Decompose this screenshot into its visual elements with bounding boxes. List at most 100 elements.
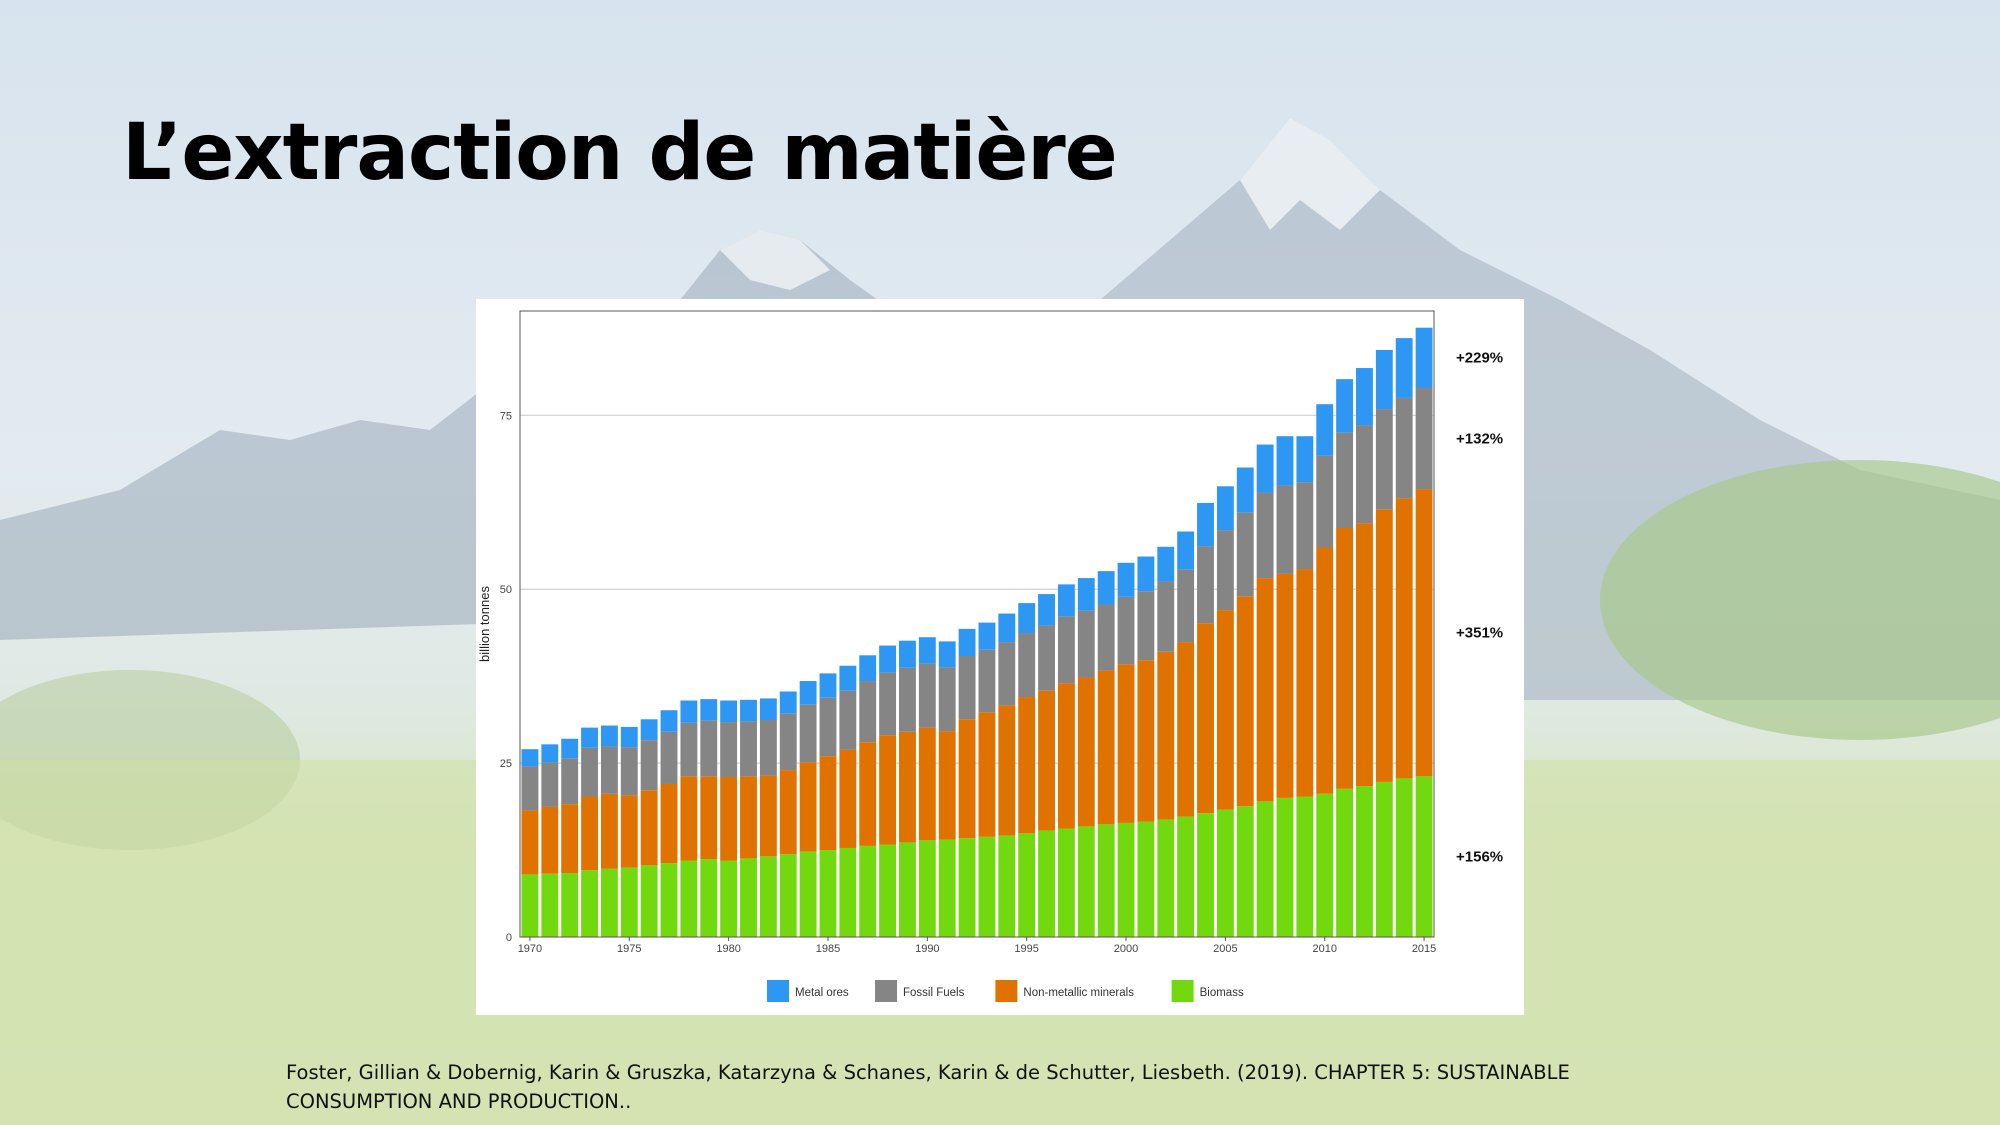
bar-biomass-1974 [600,868,618,937]
bar-non-metallic-minerals-1994 [998,705,1016,836]
bar-fossil-fuels-2002 [1157,581,1175,652]
chart-panel: 0 25 50 75 1970 1975 1980 1985 1990 1995 2000 2005 2… [476,299,1524,1015]
bar-non-metallic-minerals-2009 [1296,569,1314,797]
bar-biomass-1991 [938,839,956,937]
bar-fossil-fuels-1972 [561,758,579,805]
bar-fossil-fuels-2011 [1336,432,1354,529]
bar-metal-ores-2001 [1137,556,1155,592]
bar-biomass-2014 [1395,778,1413,937]
bar-fossil-fuels-1986 [839,690,857,750]
bar-metal-ores-1996 [1038,594,1055,626]
stacked-bar-chart: 0 25 50 75 1970 1975 1980 1985 1990 1995 2000 2005 2… [477,310,1503,1002]
bar-non-metallic-minerals-2010 [1316,547,1334,794]
bar-fossil-fuels-2000 [1117,596,1135,665]
bar-fossil-fuels-2007 [1256,492,1274,579]
bar-fossil-fuels-1973 [581,747,598,797]
bar-non-metallic-minerals-1971 [541,806,559,874]
bar-fossil-fuels-1985 [819,697,837,757]
bar-non-metallic-minerals-2002 [1157,651,1175,820]
bar-non-metallic-minerals-1974 [600,793,618,869]
legend-swatch-non-metallic-minerals [995,980,1018,1002]
bar-non-metallic-minerals-1973 [581,796,598,871]
bar-biomass-1984 [799,851,817,937]
bar-biomass-1980 [720,860,738,937]
bar-fossil-fuels-1992 [958,655,976,720]
x-tick-label-1985: 1985 [816,943,840,955]
plot-frame [519,310,1435,938]
bar-biomass-2012 [1356,786,1373,937]
bar-metal-ores-1986 [839,665,857,691]
bar-metal-ores-1975 [620,726,638,748]
bar-biomass-1989 [899,842,916,937]
legend-swatch-metal-ores [767,980,789,1002]
bar-fossil-fuels-2013 [1375,409,1393,510]
bar-metal-ores-2013 [1375,349,1393,410]
bar-metal-ores-1981 [740,699,757,722]
bar-non-metallic-minerals-2008 [1276,573,1294,798]
change-label-156: +156% [1456,849,1503,866]
legend-label-biomass: Biomass [1200,987,1244,999]
bar-non-metallic-minerals-1992 [958,719,976,839]
bar-metal-ores-1985 [819,673,837,698]
bar-metal-ores-2010 [1316,404,1334,456]
citation-line-1: Foster, Gillian & Dobernig, Karin & Grus… [286,1061,1570,1084]
bar-biomass-2002 [1157,819,1175,937]
bar-biomass-2007 [1256,801,1274,937]
bar-metal-ores-2003 [1177,531,1195,570]
bar-non-metallic-minerals-1985 [819,756,837,851]
y-axis-label: billion tonnes [477,586,492,662]
bar-fossil-fuels-2015 [1415,387,1433,490]
bar-biomass-2011 [1336,788,1354,937]
x-tick-label-1980: 1980 [716,943,740,955]
bar-fossil-fuels-1993 [978,649,996,713]
bar-biomass-1977 [660,863,678,937]
bar-metal-ores-2005 [1216,486,1234,531]
x-tick-label-1970: 1970 [518,943,542,955]
bar-metal-ores-1970 [521,749,539,767]
legend-swatch-biomass [1171,980,1194,1002]
bar-fossil-fuels-1988 [879,672,897,736]
bar-biomass-1995 [1018,833,1036,937]
bar-metal-ores-1992 [958,628,976,656]
bar-biomass-1973 [581,870,598,937]
bar-metal-ores-1991 [938,641,956,668]
bar-non-metallic-minerals-2005 [1216,610,1234,810]
y-tick-label-75: 75 [500,410,512,422]
bar-metal-ores-1984 [799,681,817,705]
bar-non-metallic-minerals-1972 [561,804,579,874]
bar-biomass-1988 [879,844,897,937]
bar-fossil-fuels-1974 [600,746,618,794]
bar-biomass-2015 [1415,776,1433,937]
bar-fossil-fuels-1998 [1077,610,1095,678]
bar-biomass-1979 [700,859,718,937]
bar-metal-ores-1994 [998,613,1016,643]
bar-metal-ores-1998 [1077,578,1095,611]
main-peak-snow [1240,118,1380,230]
bar-biomass-1972 [561,873,579,937]
bar-biomass-2006 [1236,806,1254,937]
bar-metal-ores-2011 [1336,379,1354,433]
bar-fossil-fuels-1975 [620,747,638,796]
bar-fossil-fuels-2008 [1276,485,1294,574]
bar-biomass-1993 [978,836,996,937]
x-tick-label-1990: 1990 [915,943,939,955]
bar-fossil-fuels-1970 [521,766,539,811]
bar-metal-ores-1982 [759,698,777,720]
bar-biomass-1982 [759,856,777,937]
bar-fossil-fuels-1996 [1038,625,1055,691]
bar-biomass-1997 [1057,828,1075,937]
bar-fossil-fuels-1976 [640,740,658,791]
bar-biomass-1983 [779,854,797,937]
bar-metal-ores-1990 [918,637,936,664]
bar-fossil-fuels-1977 [660,731,678,784]
bar-metal-ores-2007 [1256,444,1274,493]
bar-metal-ores-1978 [680,700,698,723]
bar-non-metallic-minerals-1999 [1097,670,1115,825]
bar-non-metallic-minerals-1998 [1077,677,1095,827]
bar-non-metallic-minerals-1983 [779,770,797,855]
y-tick-label-25: 25 [500,758,512,770]
bar-metal-ores-2002 [1157,546,1175,582]
bar-fossil-fuels-1979 [700,720,718,777]
x-tick-label-1975: 1975 [617,943,641,955]
bar-biomass-2013 [1375,781,1393,937]
